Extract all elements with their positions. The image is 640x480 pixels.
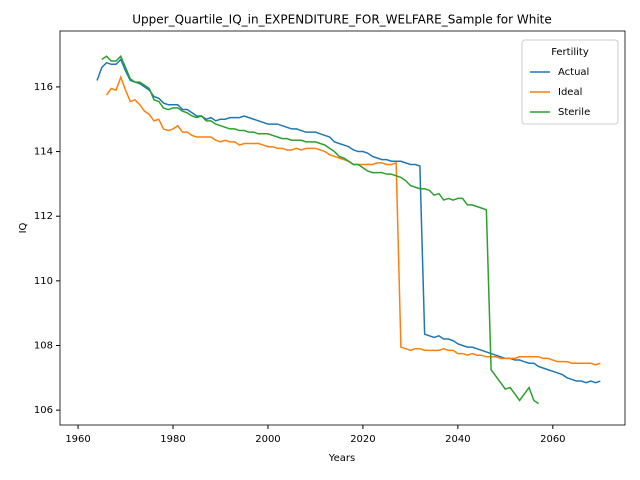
y-tick-label: 116 bbox=[34, 82, 53, 93]
x-tick-label: 1980 bbox=[160, 434, 185, 445]
y-tick-label: 106 bbox=[34, 405, 53, 416]
x-tick-label: 2040 bbox=[445, 434, 470, 445]
series-line bbox=[96, 58, 601, 384]
legend-box bbox=[521, 39, 619, 125]
x-axis-label: Years bbox=[328, 453, 355, 464]
legend-label: Sterile bbox=[558, 107, 590, 118]
plot-frame bbox=[59, 30, 626, 426]
x-tick-label: 2060 bbox=[540, 434, 565, 445]
x-tick-label: 1960 bbox=[65, 434, 90, 445]
series-line bbox=[101, 54, 540, 405]
y-tick-label: 108 bbox=[34, 340, 53, 351]
chart-title: Upper_Quartile_IQ_in_EXPENDITURE_FOR_WEL… bbox=[132, 13, 552, 27]
legend-label: Ideal bbox=[558, 87, 582, 98]
y-tick-label: 112 bbox=[34, 211, 53, 222]
y-axis-label: IQ bbox=[18, 222, 29, 233]
y-tick-label: 114 bbox=[34, 147, 53, 158]
x-tick-label: 2000 bbox=[255, 434, 280, 445]
legend-label: Actual bbox=[558, 67, 589, 78]
y-tick-label: 110 bbox=[34, 276, 53, 287]
x-tick-label: 2020 bbox=[350, 434, 375, 445]
legend-title: Fertility bbox=[551, 47, 589, 58]
